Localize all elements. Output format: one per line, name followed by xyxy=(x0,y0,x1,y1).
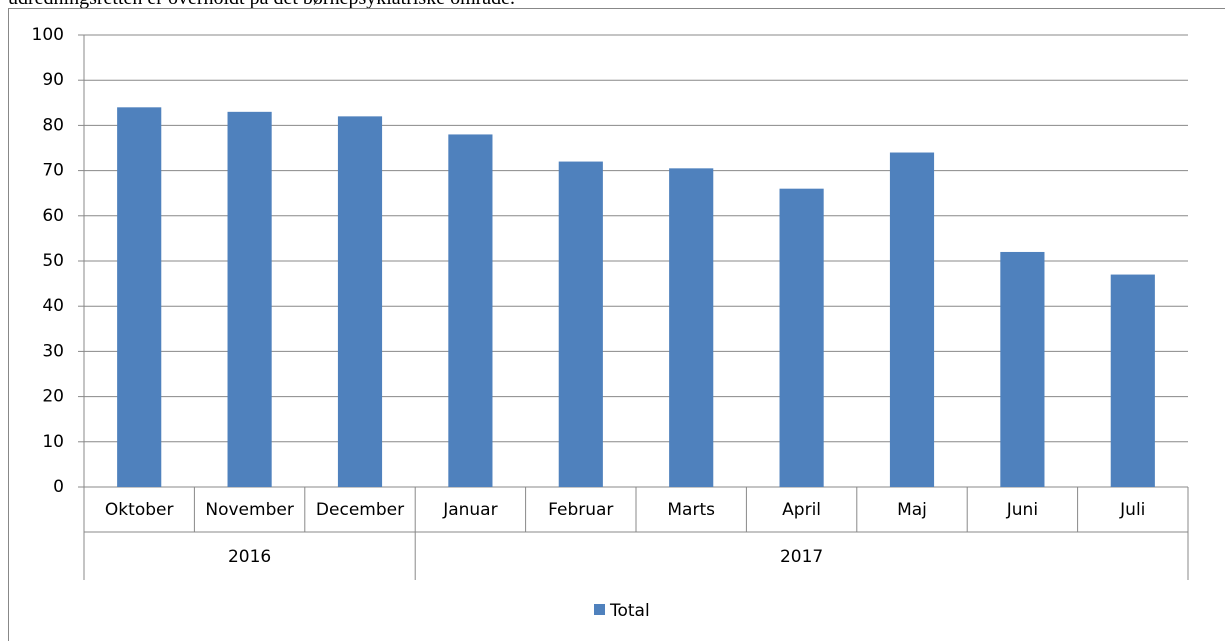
y-tick-label: 30 xyxy=(42,341,64,361)
y-tick-label: 90 xyxy=(42,70,64,90)
group-label: 2016 xyxy=(228,547,271,567)
bar xyxy=(669,168,714,487)
y-tick-label: 70 xyxy=(42,161,64,181)
y-tick-label: 80 xyxy=(42,115,64,135)
legend-label: Total xyxy=(609,601,650,621)
x-tick-label: Januar xyxy=(442,500,497,520)
y-tick-label: 50 xyxy=(42,251,64,271)
x-tick-label: December xyxy=(316,500,404,520)
x-tick-label: Maj xyxy=(897,500,927,520)
bar xyxy=(889,152,935,487)
chart-border xyxy=(8,8,1225,641)
y-tick-label: 20 xyxy=(42,387,64,407)
bar xyxy=(227,111,272,487)
x-tick-label: November xyxy=(205,500,293,520)
y-tick-label: 60 xyxy=(42,206,64,226)
bar xyxy=(1110,274,1155,487)
bar xyxy=(337,116,383,488)
y-tick-label: 0 xyxy=(53,477,64,497)
x-tick-label: Februar xyxy=(548,500,613,520)
x-tick-label: April xyxy=(782,500,821,520)
bar xyxy=(1000,251,1045,487)
bar xyxy=(558,161,603,487)
bar xyxy=(448,134,493,487)
x-tick-label: Oktober xyxy=(105,500,174,520)
y-tick-label: 40 xyxy=(42,296,64,316)
x-tick-label: Juli xyxy=(1119,500,1145,520)
bar xyxy=(117,107,162,487)
group-label: 2017 xyxy=(780,547,823,567)
legend-swatch xyxy=(594,604,605,615)
y-tick-label: 10 xyxy=(42,432,64,452)
x-tick-label: Juni xyxy=(1006,500,1038,520)
caption: udredningsretten er overholdt på det bør… xyxy=(8,0,515,9)
y-tick-label: 100 xyxy=(32,25,64,45)
x-tick-label: Marts xyxy=(667,500,715,520)
bar xyxy=(779,188,824,487)
